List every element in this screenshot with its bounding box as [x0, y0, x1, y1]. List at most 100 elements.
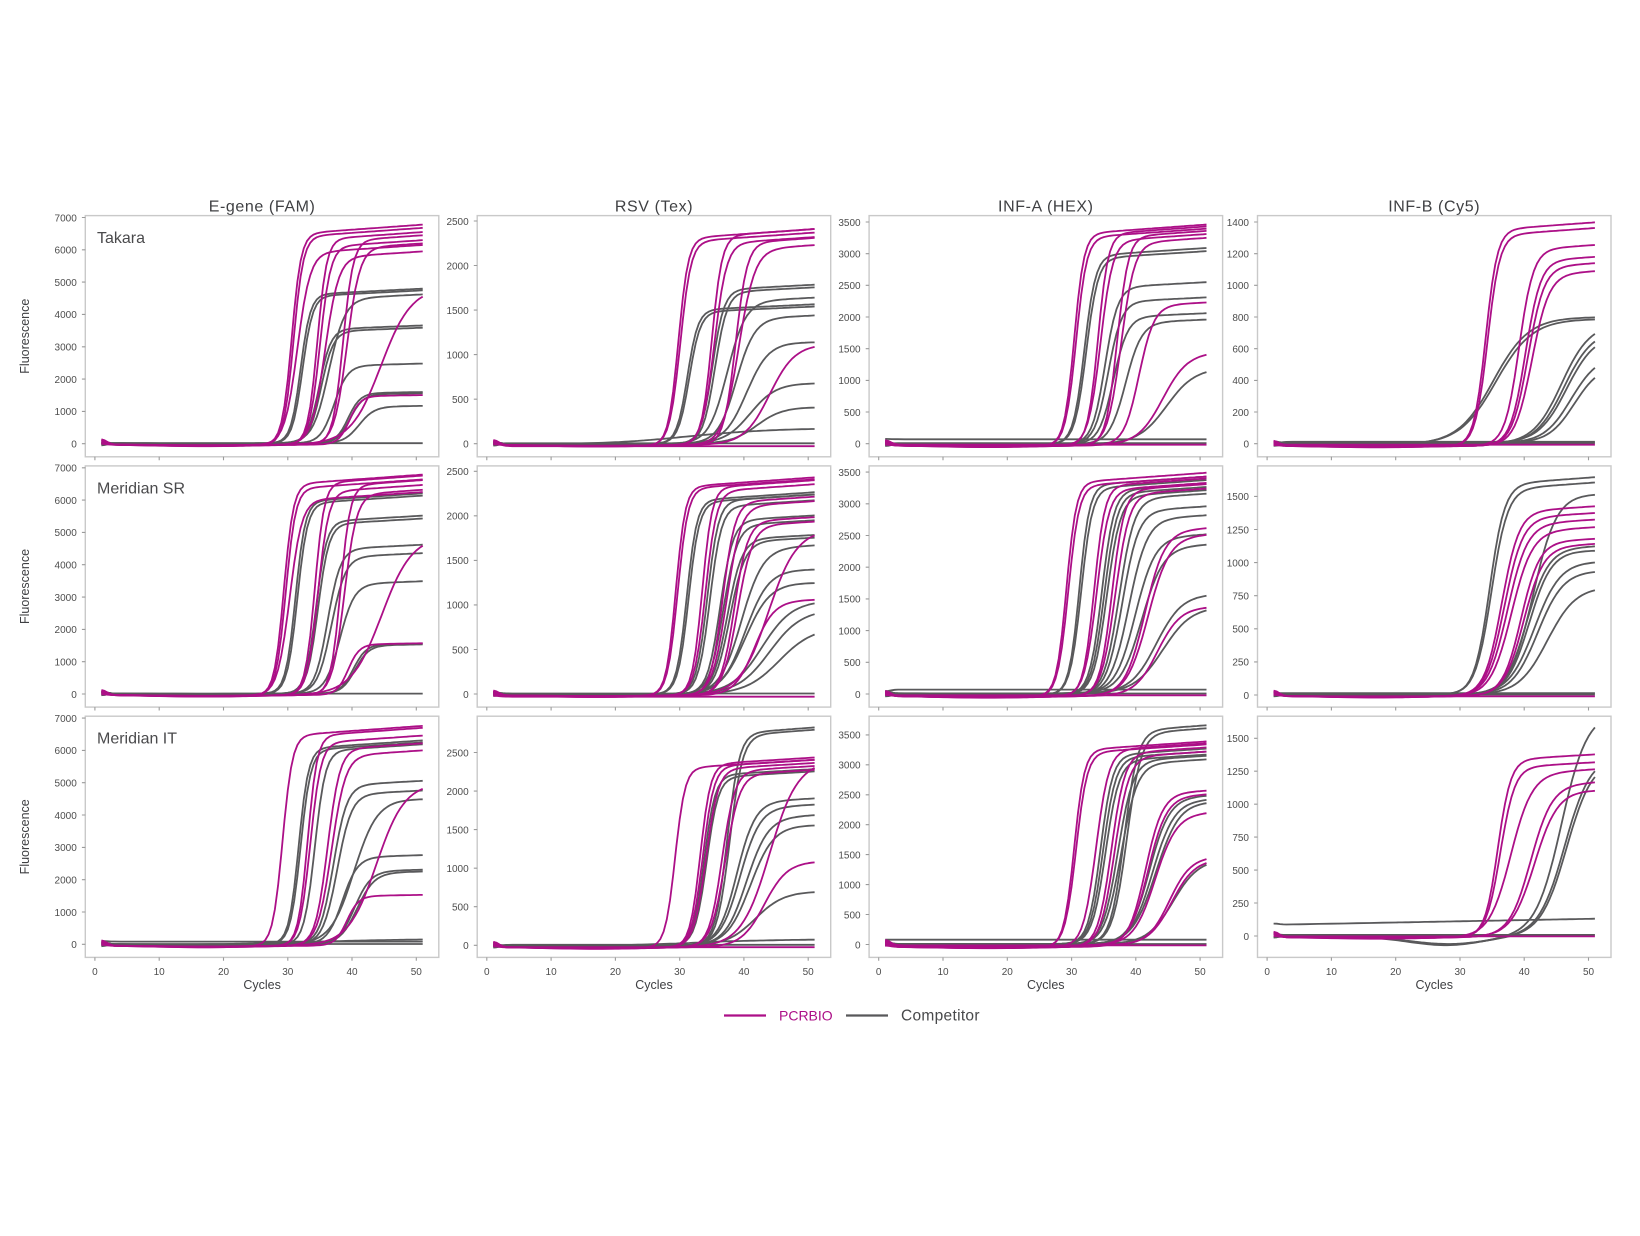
- svg-text:1000: 1000: [446, 601, 469, 612]
- svg-text:500: 500: [844, 408, 861, 419]
- svg-text:0: 0: [92, 967, 98, 978]
- svg-text:400: 400: [1232, 376, 1249, 387]
- svg-text:Meridian IT: Meridian IT: [97, 731, 177, 748]
- svg-text:1000: 1000: [1227, 281, 1250, 292]
- svg-text:200: 200: [1232, 408, 1249, 419]
- svg-text:1000: 1000: [446, 864, 469, 875]
- svg-text:40: 40: [346, 967, 358, 978]
- svg-text:3500: 3500: [838, 218, 861, 229]
- svg-text:2000: 2000: [838, 313, 861, 324]
- svg-text:2000: 2000: [446, 787, 469, 798]
- svg-text:6000: 6000: [55, 746, 78, 757]
- svg-text:600: 600: [1232, 345, 1249, 356]
- svg-text:0: 0: [484, 967, 490, 978]
- svg-text:30: 30: [674, 967, 686, 978]
- svg-text:1500: 1500: [446, 306, 469, 317]
- svg-text:Takara: Takara: [97, 230, 145, 247]
- svg-text:3500: 3500: [838, 468, 861, 479]
- svg-text:1000: 1000: [55, 658, 78, 669]
- svg-text:2500: 2500: [446, 467, 469, 478]
- svg-text:0: 0: [463, 941, 469, 952]
- svg-text:Fluorescence: Fluorescence: [18, 299, 32, 374]
- svg-text:6000: 6000: [55, 246, 78, 257]
- svg-text:2000: 2000: [446, 512, 469, 523]
- svg-text:0: 0: [1243, 440, 1249, 451]
- svg-text:0: 0: [71, 440, 77, 451]
- svg-text:250: 250: [1232, 899, 1249, 910]
- svg-text:20: 20: [1002, 967, 1014, 978]
- svg-text:1250: 1250: [1227, 525, 1250, 536]
- svg-text:0: 0: [1243, 932, 1249, 943]
- svg-text:1000: 1000: [838, 376, 861, 387]
- svg-text:Cycles: Cycles: [1027, 978, 1065, 992]
- svg-text:1000: 1000: [1227, 800, 1250, 811]
- svg-text:1400: 1400: [1227, 218, 1250, 229]
- svg-text:2000: 2000: [838, 563, 861, 574]
- svg-text:500: 500: [844, 658, 861, 669]
- svg-text:50: 50: [411, 967, 423, 978]
- svg-text:Competitor: Competitor: [901, 1008, 980, 1025]
- svg-text:1200: 1200: [1227, 250, 1250, 261]
- svg-text:20: 20: [610, 967, 622, 978]
- svg-text:0: 0: [463, 440, 469, 451]
- svg-text:0: 0: [855, 940, 861, 951]
- svg-text:50: 50: [803, 967, 815, 978]
- svg-text:2000: 2000: [55, 625, 78, 636]
- svg-text:Fluorescence: Fluorescence: [18, 549, 32, 624]
- svg-text:30: 30: [1066, 967, 1078, 978]
- svg-text:40: 40: [1519, 967, 1531, 978]
- svg-text:3500: 3500: [838, 731, 861, 742]
- svg-text:Meridian SR: Meridian SR: [97, 480, 185, 497]
- svg-text:20: 20: [218, 967, 230, 978]
- svg-text:Cycles: Cycles: [635, 978, 673, 992]
- svg-text:30: 30: [282, 967, 294, 978]
- svg-text:1500: 1500: [446, 825, 469, 836]
- svg-text:7000: 7000: [55, 714, 78, 725]
- svg-text:2500: 2500: [446, 217, 469, 228]
- svg-text:750: 750: [1232, 592, 1249, 603]
- svg-text:500: 500: [1232, 866, 1249, 877]
- svg-text:2000: 2000: [446, 261, 469, 272]
- svg-text:2500: 2500: [838, 531, 861, 542]
- svg-text:10: 10: [937, 967, 949, 978]
- svg-text:INF-A (HEX): INF-A (HEX): [998, 198, 1094, 215]
- svg-text:0: 0: [855, 690, 861, 701]
- svg-text:6000: 6000: [55, 496, 78, 507]
- svg-text:1500: 1500: [838, 850, 861, 861]
- svg-text:1000: 1000: [55, 908, 78, 919]
- svg-text:1250: 1250: [1227, 767, 1250, 778]
- svg-text:1000: 1000: [838, 626, 861, 637]
- svg-text:5000: 5000: [55, 278, 78, 289]
- svg-text:50: 50: [1583, 967, 1595, 978]
- svg-text:40: 40: [1130, 967, 1142, 978]
- svg-text:2500: 2500: [838, 281, 861, 292]
- svg-text:30: 30: [1454, 967, 1466, 978]
- svg-text:3000: 3000: [55, 343, 78, 354]
- svg-text:5000: 5000: [55, 779, 78, 790]
- svg-text:4000: 4000: [55, 561, 78, 572]
- svg-text:1000: 1000: [1227, 558, 1250, 569]
- svg-text:2500: 2500: [446, 748, 469, 759]
- svg-text:3000: 3000: [838, 761, 861, 772]
- svg-text:2000: 2000: [55, 876, 78, 887]
- svg-text:1500: 1500: [1227, 492, 1250, 503]
- svg-text:7000: 7000: [55, 464, 78, 475]
- svg-text:0: 0: [71, 940, 77, 951]
- svg-text:3000: 3000: [838, 500, 861, 511]
- svg-text:800: 800: [1232, 313, 1249, 324]
- svg-text:2000: 2000: [55, 375, 78, 386]
- svg-text:3000: 3000: [838, 250, 861, 261]
- svg-text:0: 0: [876, 967, 882, 978]
- svg-text:1500: 1500: [446, 556, 469, 567]
- svg-text:4000: 4000: [55, 811, 78, 822]
- svg-text:0: 0: [463, 690, 469, 701]
- svg-text:250: 250: [1232, 658, 1249, 669]
- svg-text:20: 20: [1390, 967, 1402, 978]
- svg-text:500: 500: [452, 395, 469, 406]
- svg-text:40: 40: [738, 967, 750, 978]
- svg-text:2500: 2500: [838, 791, 861, 802]
- svg-text:500: 500: [844, 910, 861, 921]
- svg-text:0: 0: [1264, 967, 1270, 978]
- svg-text:4000: 4000: [55, 310, 78, 321]
- svg-text:10: 10: [546, 967, 558, 978]
